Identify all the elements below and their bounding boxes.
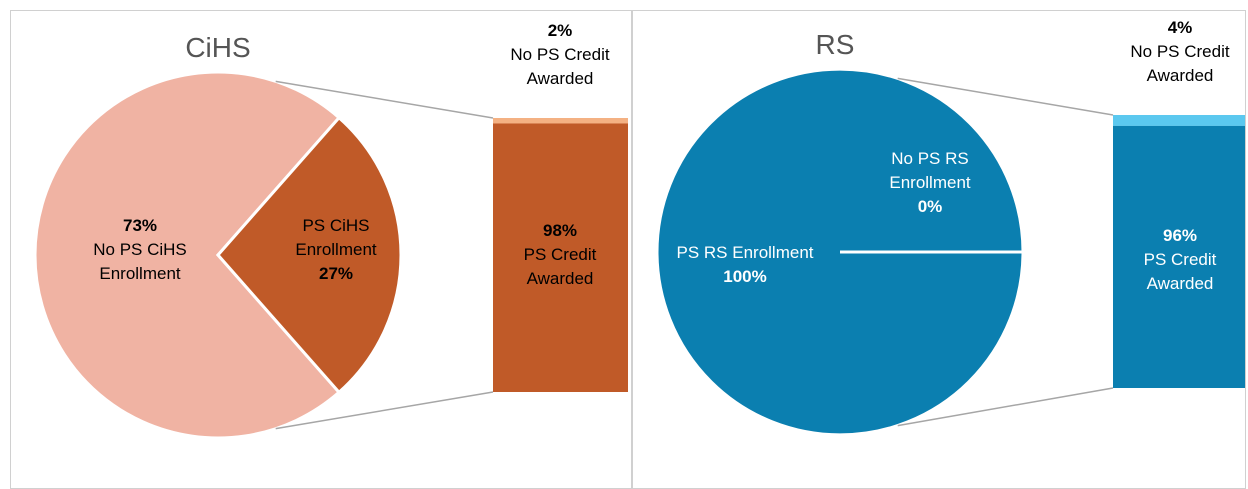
bar-name-label: No PS Credit Awarded: [510, 45, 610, 88]
bar-label: 98% PS Credit Awarded: [490, 219, 630, 291]
bar-value-label: 98%: [542, 221, 578, 240]
slice-label: 73% No PS CiHS Enrollment: [70, 214, 210, 286]
bar-name-label: PS Credit Awarded: [1143, 250, 1217, 293]
pie-slice: [33, 70, 342, 440]
slice-label: PS RS Enrollment 100%: [675, 241, 815, 289]
connector-line: [275, 391, 494, 430]
chart-title: RS: [815, 29, 855, 60]
bar-label: 4% No PS Credit Awarded: [1110, 16, 1248, 88]
bar-segment: [493, 123, 628, 392]
slice-value-label: 73%: [122, 216, 158, 235]
bar-name-label: No PS Credit Awarded: [1130, 42, 1230, 85]
slice-name-label: PS CiHS Enrollment: [295, 216, 377, 259]
bar-value-label: 4%: [1167, 18, 1193, 37]
bar-value-label: 2%: [547, 21, 573, 40]
bar-segment: [493, 118, 628, 124]
connector-line: [275, 80, 494, 119]
bar-label: 2% No PS Credit Awarded: [490, 19, 630, 91]
slice-value-label: 0%: [917, 197, 943, 216]
bar-segment: [1113, 115, 1245, 126]
chart-title: CiHS: [185, 32, 251, 63]
slice-value-label: 100%: [723, 267, 767, 286]
slice-name-label: PS RS Enrollment: [676, 243, 814, 262]
connector-line: [897, 77, 1114, 116]
bar-label: 96% PS Credit Awarded: [1110, 224, 1248, 296]
slice-label: No PS RS Enrollment 0%: [860, 147, 1000, 219]
bar-name-label: PS Credit Awarded: [523, 245, 597, 288]
bar-value-label: 96%: [1162, 226, 1198, 245]
bar-segment: [1113, 125, 1245, 389]
slice-value-label: 27%: [318, 264, 354, 283]
slice-name-label: No PS CiHS Enrollment: [93, 240, 187, 283]
slice-label: PS CiHS Enrollment 27%: [266, 214, 406, 286]
connector-line: [897, 387, 1114, 427]
slice-name-label: No PS RS Enrollment: [889, 149, 971, 192]
pie-slice: [216, 115, 403, 395]
